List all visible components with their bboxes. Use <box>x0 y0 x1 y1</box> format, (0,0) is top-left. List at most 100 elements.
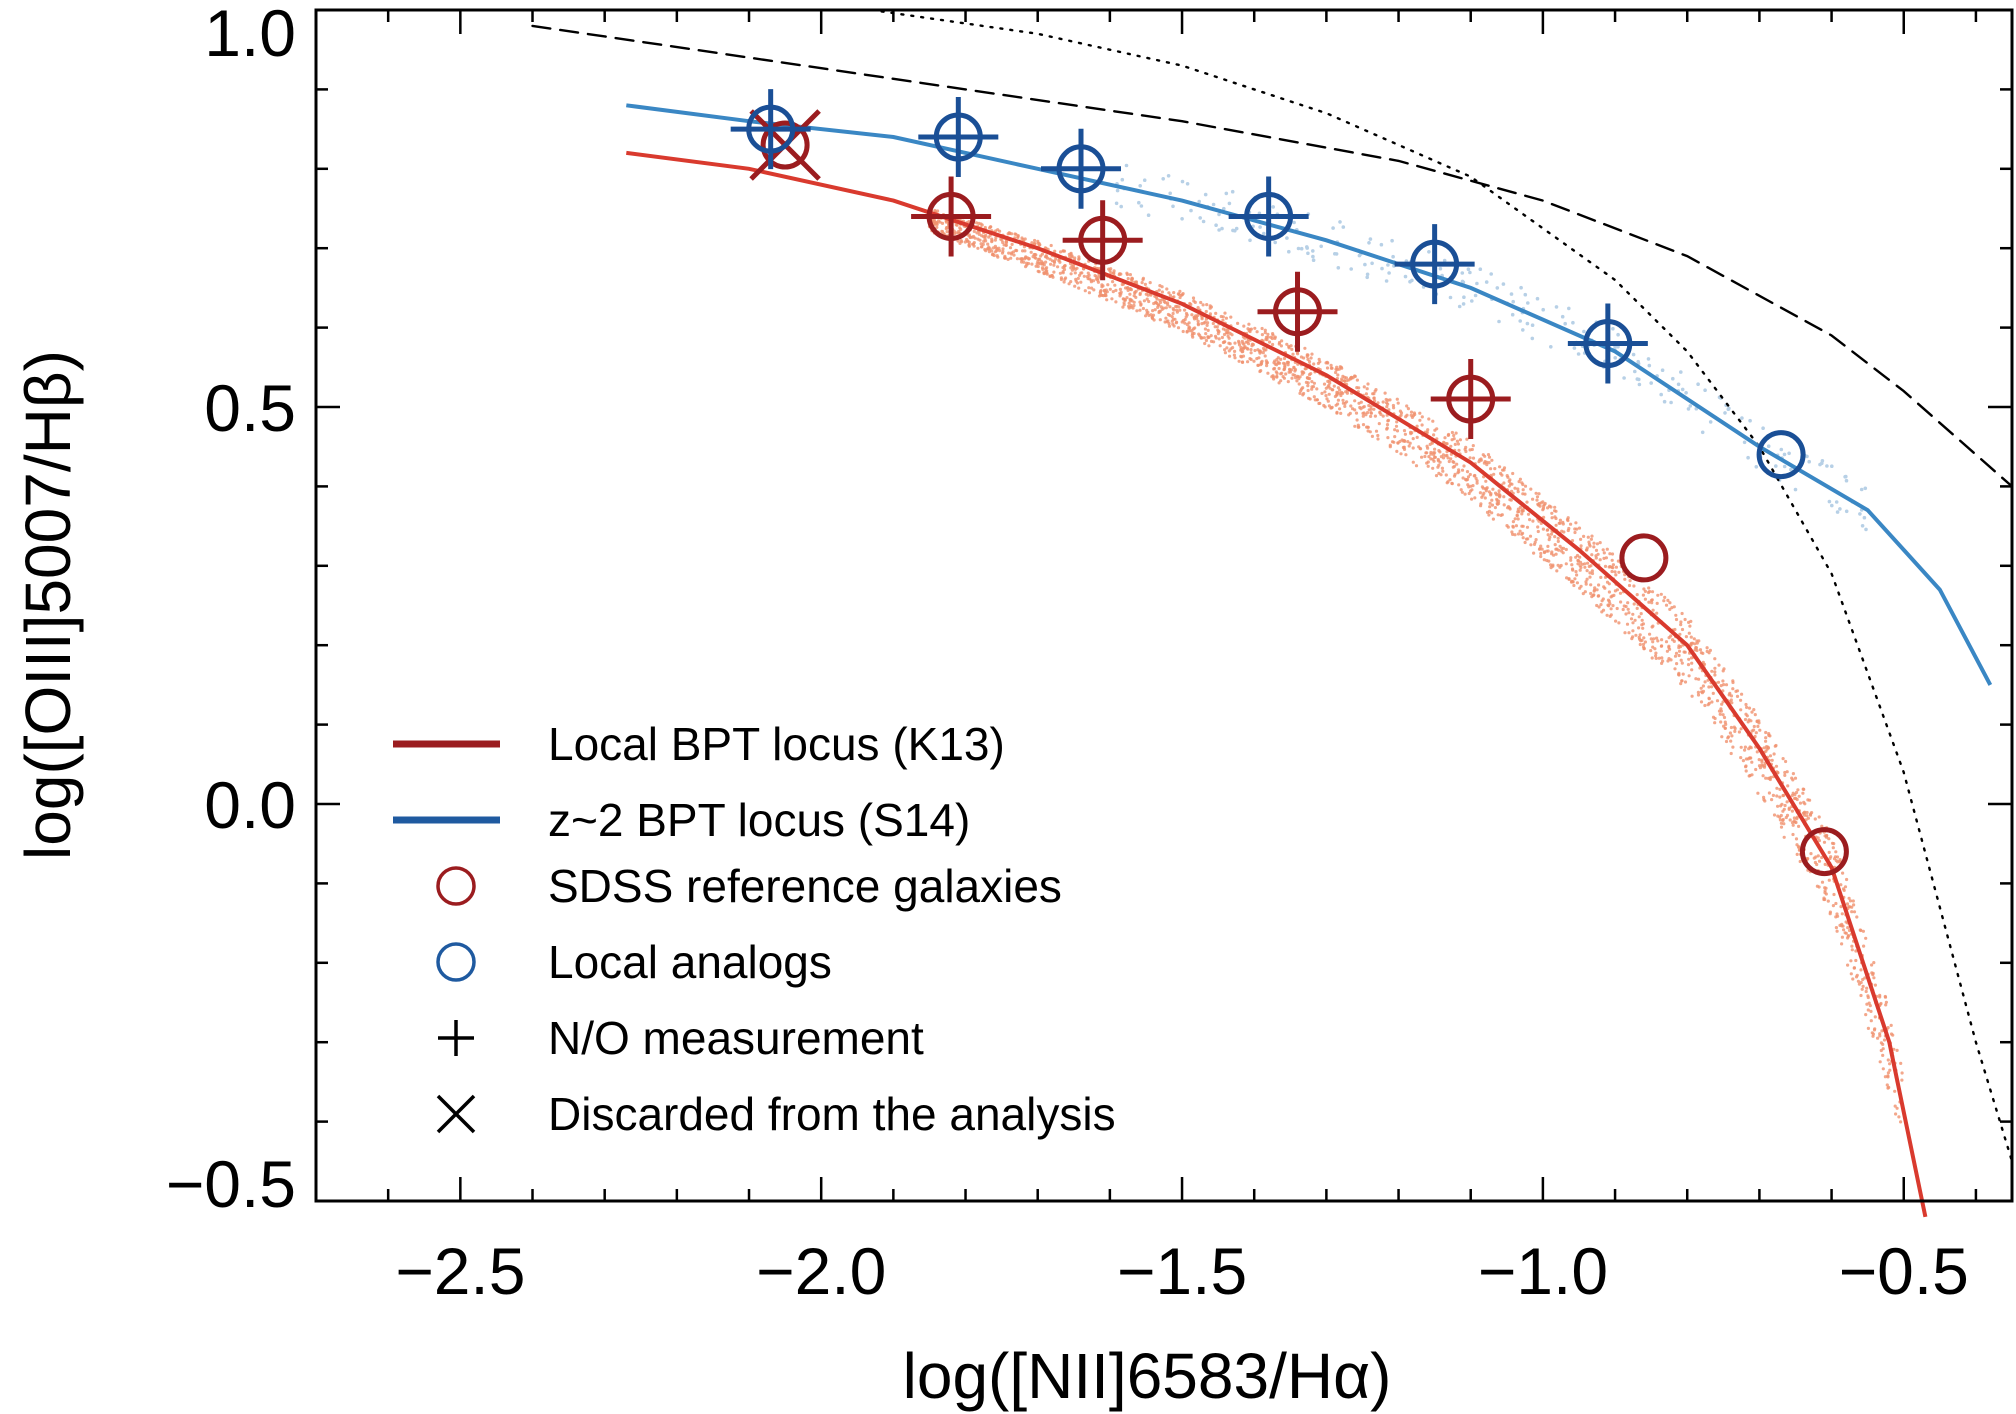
local-cloud-point <box>1048 274 1052 278</box>
local-cloud-point <box>1406 407 1410 411</box>
local-cloud-point <box>1899 1120 1903 1124</box>
z2-cloud-point <box>1287 249 1291 254</box>
local-cloud-point <box>1739 727 1743 731</box>
local-cloud-point <box>1778 787 1782 792</box>
local-cloud-point <box>1450 430 1454 435</box>
local-cloud-point <box>1660 638 1664 642</box>
local-cloud-point <box>1705 649 1709 654</box>
local-cloud-point <box>1839 905 1843 909</box>
local-cloud-point <box>1016 234 1020 238</box>
local-cloud-point <box>1339 393 1343 398</box>
z2-cloud-point <box>1676 382 1681 387</box>
local-cloud-point <box>1172 291 1176 295</box>
local-cloud-point <box>1558 565 1562 569</box>
local-cloud-point <box>1087 286 1091 290</box>
local-cloud-point <box>1594 548 1599 553</box>
local-cloud-point <box>1042 263 1046 267</box>
local-cloud-point <box>1332 384 1336 388</box>
local-cloud-point <box>1775 786 1779 790</box>
local-cloud-point <box>1768 754 1773 758</box>
legend-circle-swatch <box>436 866 476 906</box>
local-cloud-point <box>1284 372 1288 376</box>
local-cloud-point <box>1505 524 1509 528</box>
local-cloud-point <box>1204 309 1208 314</box>
local-cloud-point <box>1762 765 1767 769</box>
local-cloud-point <box>1480 485 1484 489</box>
local-cloud-point <box>975 231 979 235</box>
local-cloud-point <box>1627 583 1632 588</box>
local-cloud-point <box>1466 483 1470 487</box>
local-cloud-point <box>1779 813 1783 818</box>
local-cloud-point <box>1749 719 1753 723</box>
local-cloud-point <box>1873 1027 1877 1031</box>
z2-cloud-point <box>1636 359 1640 364</box>
local-cloud-point <box>958 241 962 245</box>
local-cloud-point <box>958 226 962 230</box>
local-cloud-point <box>1221 318 1225 322</box>
local-cloud-point <box>1126 277 1130 281</box>
local-cloud-point <box>1689 619 1693 624</box>
local-cloud-point <box>1597 583 1601 587</box>
local-cloud-point <box>1739 756 1743 760</box>
local-cloud-point <box>1521 536 1525 540</box>
local-cloud-point <box>1049 262 1053 266</box>
local-cloud-point <box>1496 502 1500 506</box>
local-cloud-point <box>1364 392 1368 396</box>
local-cloud-point <box>1199 300 1203 305</box>
local-cloud-point <box>1823 897 1827 902</box>
local-cloud-point <box>1523 492 1527 496</box>
local-cloud-point <box>1719 720 1723 724</box>
local-cloud-point <box>1265 338 1269 342</box>
local-cloud-point <box>1325 360 1329 364</box>
local-cloud-point <box>1044 260 1048 264</box>
local-cloud-point <box>1252 359 1256 363</box>
local-cloud-point <box>1589 591 1593 596</box>
local-cloud-point <box>1690 694 1694 698</box>
local-cloud-point <box>1595 588 1599 592</box>
local-cloud-point <box>1405 404 1409 408</box>
z2-cloud-point <box>1708 420 1713 424</box>
z2-cloud-point <box>1789 467 1793 472</box>
local-cloud-point <box>1353 408 1357 412</box>
local-cloud-point <box>1859 980 1863 985</box>
local-cloud-point <box>1317 357 1321 361</box>
z2-cloud-point <box>1138 184 1142 188</box>
z2-cloud-point <box>1460 279 1465 284</box>
local-cloud-point <box>1048 257 1052 261</box>
local-cloud-point <box>1237 359 1241 363</box>
local-cloud-point <box>1615 606 1619 611</box>
local-cloud-point <box>1366 425 1370 429</box>
local-cloud-point <box>1326 379 1330 383</box>
local-cloud-point <box>1856 979 1860 983</box>
local-cloud-point <box>1460 468 1465 472</box>
local-cloud-point <box>1770 798 1774 802</box>
local-cloud-point <box>1292 365 1296 369</box>
local-cloud-point <box>1616 559 1620 563</box>
local-cloud-point <box>1459 488 1463 492</box>
local-cloud-point <box>1808 798 1812 802</box>
local-cloud-point <box>1703 680 1707 684</box>
local-cloud-point <box>1256 348 1260 352</box>
local-cloud-point <box>1860 987 1864 991</box>
z2-cloud-point <box>1633 369 1637 374</box>
local-cloud-point <box>1788 818 1792 822</box>
local-cloud-point <box>1200 317 1204 321</box>
local-cloud-point <box>1247 342 1251 346</box>
local-cloud-point <box>1082 274 1086 278</box>
z2-cloud-point <box>1189 208 1193 213</box>
local-cloud-point <box>1359 400 1363 404</box>
local-cloud-point <box>1754 767 1758 772</box>
local-cloud-point <box>1578 568 1582 572</box>
local-cloud-point <box>1008 246 1013 250</box>
local-cloud-point <box>1828 856 1832 861</box>
local-cloud-point <box>1630 637 1634 641</box>
local-cloud-point <box>1248 328 1252 332</box>
local-cloud-point <box>1233 349 1237 353</box>
z2-cloud-point <box>1305 245 1309 249</box>
local-cloud-point <box>1493 467 1497 471</box>
local-analog-marker <box>918 97 999 178</box>
legend-entry: z~2 BPT locus (S14) <box>393 794 970 846</box>
sdss-galaxy-marker <box>1062 200 1143 281</box>
local-cloud-point <box>1878 993 1882 998</box>
local-cloud-point <box>1660 656 1664 660</box>
